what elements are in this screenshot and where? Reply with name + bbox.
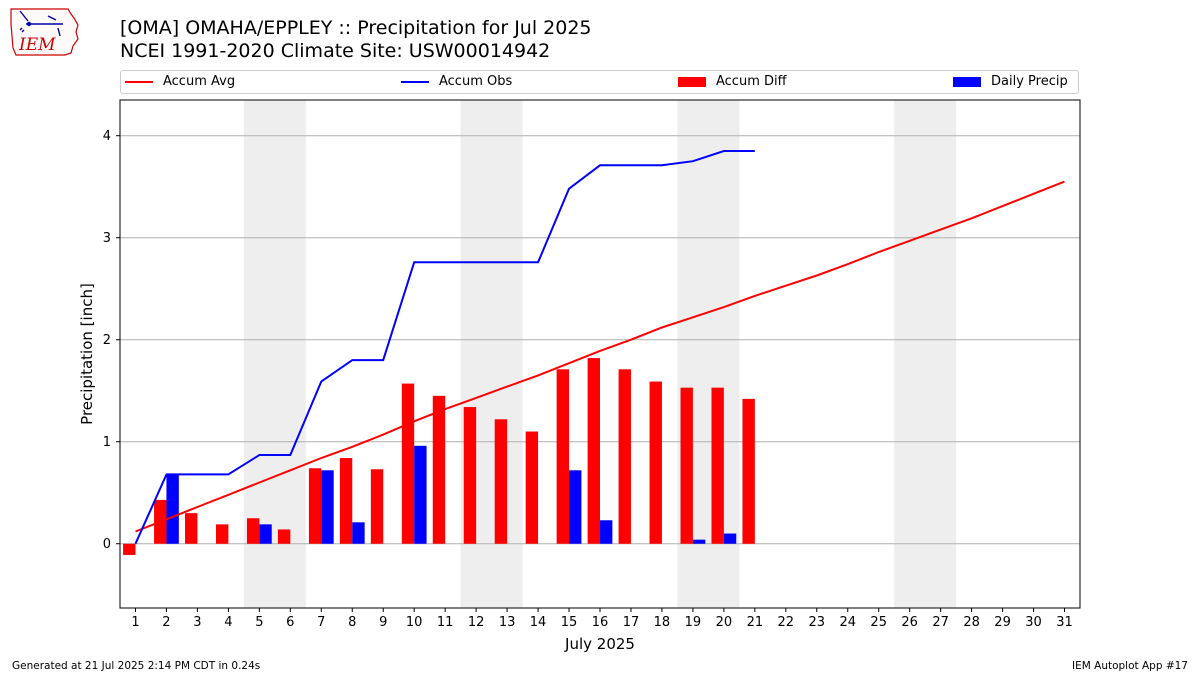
x-tick-label: 9 bbox=[379, 615, 387, 630]
y-tick-label: 0 bbox=[103, 537, 111, 552]
weekend-shade-band bbox=[894, 100, 957, 608]
accum-diff-bar bbox=[680, 387, 693, 544]
daily-precip-bar bbox=[692, 539, 706, 544]
y-tick-label: 1 bbox=[103, 435, 111, 450]
legend-label-daily-precip: Daily Precip bbox=[991, 74, 1068, 89]
accum-diff-bar bbox=[370, 469, 384, 544]
bar-series bbox=[123, 358, 755, 555]
legend-label-accum-avg: Accum Avg bbox=[163, 74, 236, 89]
x-tick-label: 12 bbox=[468, 615, 485, 630]
accum-diff-bar bbox=[649, 381, 662, 544]
legend-swatch-daily-precip bbox=[953, 76, 981, 87]
x-tick-label: 17 bbox=[623, 615, 640, 630]
x-tick-label: 30 bbox=[1025, 615, 1042, 630]
weekend-shading bbox=[243, 100, 957, 608]
x-tick-label: 15 bbox=[561, 615, 578, 630]
legend-item-accum-diff: Accum Diff bbox=[678, 74, 787, 90]
legend-item-accum-avg: Accum Avg bbox=[125, 74, 235, 90]
accum-diff-bar bbox=[587, 358, 600, 544]
y-tick-label: 4 bbox=[103, 129, 111, 144]
x-tick-label: 23 bbox=[809, 615, 826, 630]
y-axis-ticks: 0 1 2 3 4 bbox=[103, 129, 120, 552]
x-tick-label: 8 bbox=[348, 615, 356, 630]
daily-precip-bar bbox=[569, 470, 582, 544]
x-tick-label: 13 bbox=[499, 615, 516, 630]
x-tick-label: 16 bbox=[592, 615, 609, 630]
x-tick-label: 7 bbox=[317, 615, 325, 630]
x-tick-label: 19 bbox=[685, 615, 702, 630]
x-tick-label: 11 bbox=[437, 615, 454, 630]
accum-diff-bar bbox=[742, 398, 755, 544]
weather-symbols-icon bbox=[19, 10, 63, 37]
accum-diff-bar bbox=[277, 529, 291, 544]
accum-diff-bar bbox=[185, 513, 198, 544]
y-tick-label: 2 bbox=[103, 333, 111, 348]
accum-diff-bar bbox=[463, 407, 477, 544]
daily-precip-bar bbox=[600, 520, 613, 544]
x-tick-label: 26 bbox=[901, 615, 918, 630]
accum-obs-line bbox=[134, 150, 755, 545]
chart-legend: Accum Avg Accum Obs Accum Diff Daily Pre… bbox=[120, 70, 1079, 94]
x-tick-label: 18 bbox=[654, 615, 671, 630]
legend-item-daily-precip: Daily Precip bbox=[953, 74, 1068, 90]
legend-label-accum-obs: Accum Obs bbox=[439, 74, 513, 89]
x-tick-label: 27 bbox=[932, 615, 949, 630]
x-tick-label: 25 bbox=[870, 615, 887, 630]
accum-diff-bar bbox=[246, 518, 260, 544]
chart-title: [OMA] OMAHA/EPPLEY :: Precipitation for … bbox=[120, 17, 592, 39]
daily-precip-bar bbox=[352, 522, 365, 544]
x-axis-ticks: 1 2 3 4 5 6 7 8 9 10 11 12 13 14 15 16 17 18 19 20 21 22 23 24 2… bbox=[131, 608, 1073, 630]
footer-generated-text: Generated at 21 Jul 2025 2:14 PM CDT in … bbox=[12, 660, 261, 672]
x-tick-label: 6 bbox=[286, 615, 294, 630]
accum-diff-bar bbox=[308, 468, 322, 544]
x-tick-label: 2 bbox=[162, 615, 170, 630]
legend-swatch-accum-avg bbox=[125, 80, 153, 83]
daily-precip-bar bbox=[723, 533, 737, 544]
x-axis-label: July 2025 bbox=[564, 635, 635, 653]
line-series bbox=[134, 150, 1065, 545]
daily-precip-bar bbox=[321, 470, 334, 544]
x-tick-label: 31 bbox=[1056, 615, 1073, 630]
y-axis-label: Precipitation [inch] bbox=[78, 283, 96, 425]
iem-logo: IEM bbox=[10, 8, 79, 56]
legend-swatch-accum-obs bbox=[401, 80, 429, 83]
x-tick-label: 20 bbox=[716, 615, 733, 630]
x-tick-label: 4 bbox=[224, 615, 232, 630]
legend-label-accum-diff: Accum Diff bbox=[716, 74, 787, 89]
accum-diff-bar bbox=[556, 369, 570, 544]
accum-diff-bar bbox=[216, 524, 229, 544]
x-tick-label: 1 bbox=[131, 615, 139, 630]
x-tick-label: 14 bbox=[530, 615, 547, 630]
accum-diff-bar bbox=[123, 543, 136, 555]
x-tick-label: 10 bbox=[406, 615, 423, 630]
footer-app-text: IEM Autoplot App #17 bbox=[1072, 660, 1188, 672]
accum-diff-bar bbox=[525, 431, 539, 544]
legend-item-accum-obs: Accum Obs bbox=[401, 74, 512, 90]
accum-diff-bar bbox=[618, 369, 631, 544]
daily-precip-bar bbox=[166, 474, 179, 544]
x-tick-label: 28 bbox=[963, 615, 980, 630]
accum-diff-bar bbox=[339, 458, 353, 544]
accum-diff-bar bbox=[401, 383, 415, 544]
x-tick-label: 3 bbox=[193, 615, 201, 630]
x-tick-label: 5 bbox=[255, 615, 263, 630]
chart-subtitle: NCEI 1991-2020 Climate Site: USW00014942 bbox=[120, 40, 551, 62]
daily-precip-bar bbox=[414, 445, 427, 544]
accum-diff-bar bbox=[711, 387, 724, 544]
x-tick-label: 22 bbox=[778, 615, 795, 630]
accum-diff-bar bbox=[432, 395, 446, 544]
y-tick-label: 3 bbox=[103, 231, 111, 246]
accum-diff-bar bbox=[494, 419, 508, 544]
daily-precip-bar bbox=[259, 524, 272, 544]
x-tick-label: 24 bbox=[839, 615, 856, 630]
x-tick-label: 21 bbox=[747, 615, 764, 630]
x-tick-label: 29 bbox=[994, 615, 1011, 630]
iem-logo-text: IEM bbox=[18, 35, 56, 55]
accum-avg-line bbox=[135, 180, 1065, 533]
legend-swatch-accum-diff bbox=[678, 76, 706, 87]
